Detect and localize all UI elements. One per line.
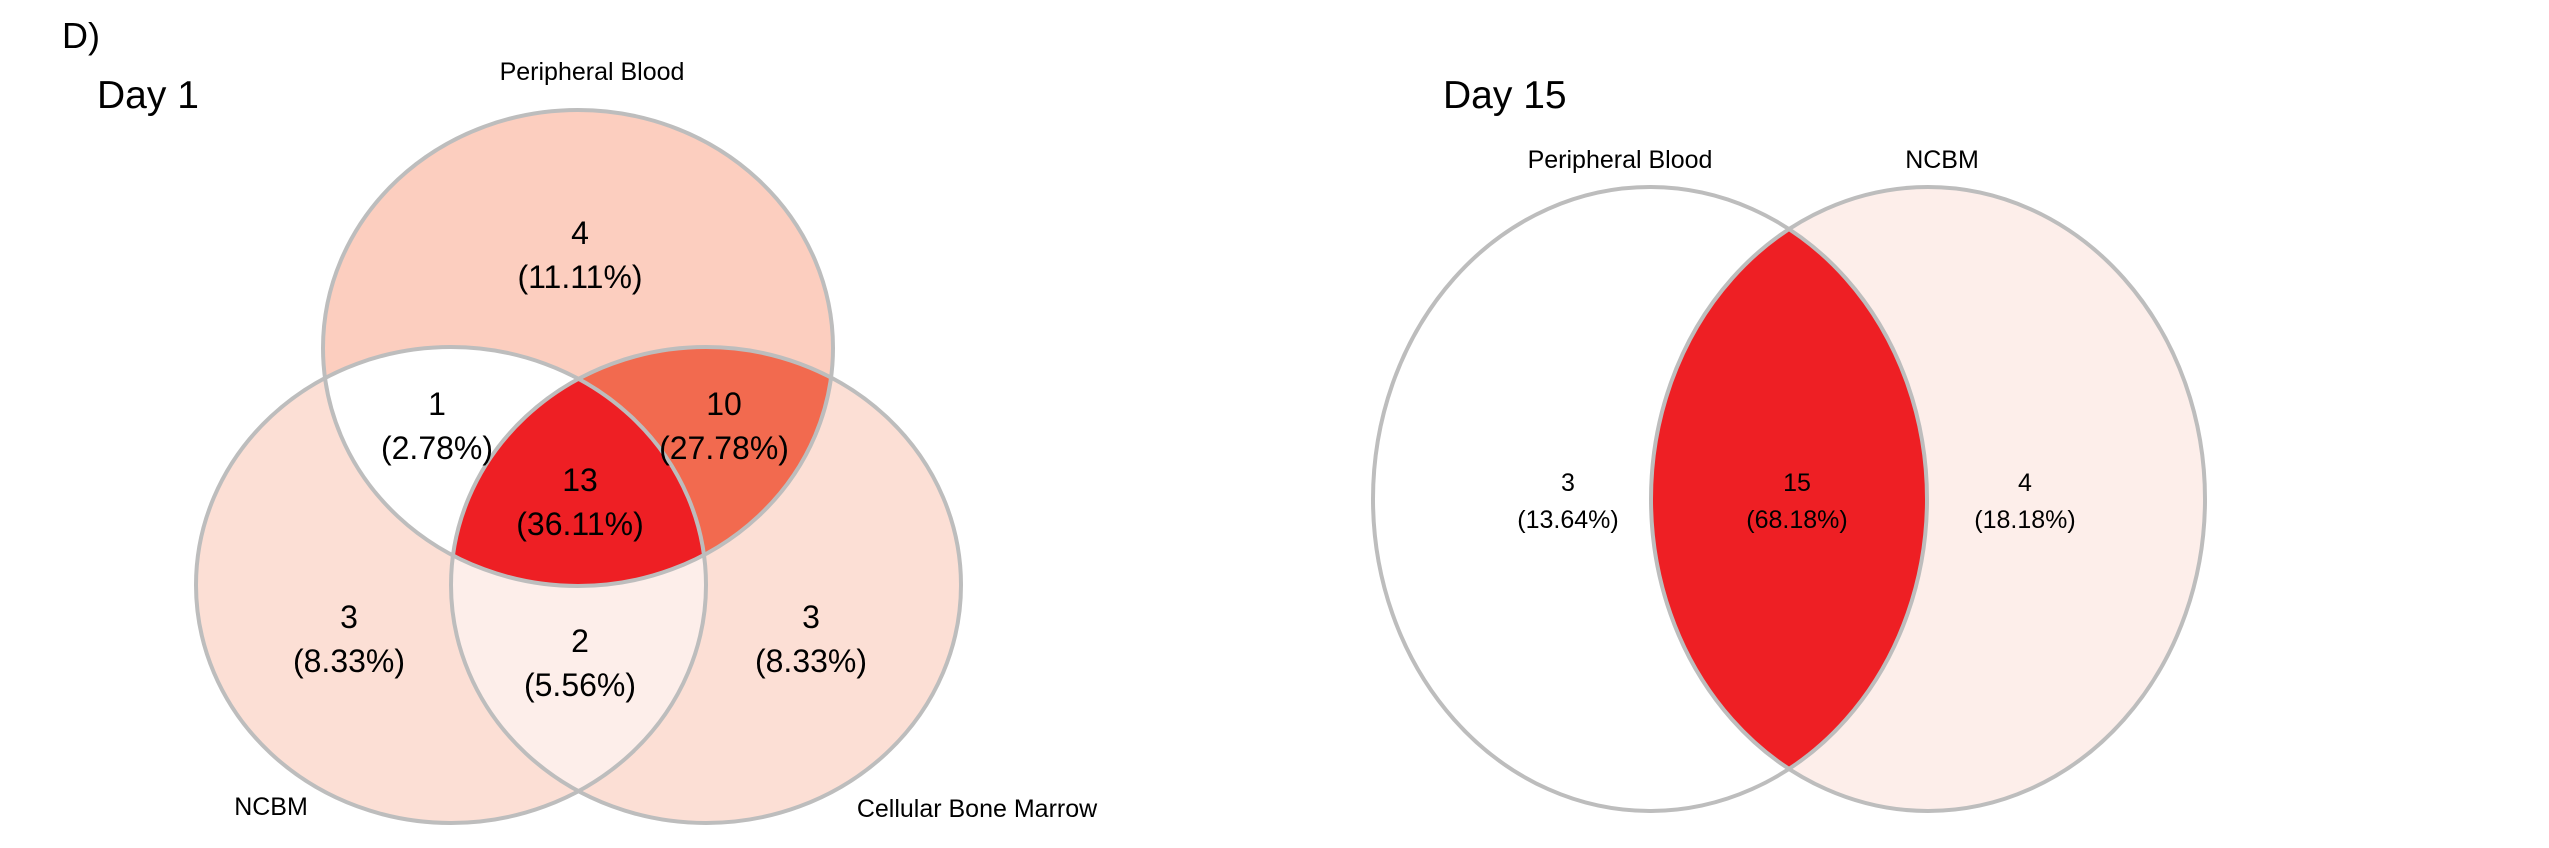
label-cbm-only-count: 3 (802, 599, 820, 635)
label-pb-ncbm-pct: (2.78%) (381, 430, 493, 466)
venn-day15: Day 15 Peripheral Blood NCBM 3 (13.64%) … (1371, 74, 2207, 813)
label2-ncbm-only-count: 4 (2018, 469, 2032, 497)
label2-pb-only-pct: (13.64%) (1517, 506, 1618, 534)
region2-both (1651, 187, 1927, 811)
label-ncbm-only-pct: (8.33%) (293, 643, 405, 679)
label2-ncbm-only-pct: (18.18%) (1974, 506, 2075, 534)
venn2-title: Day 15 (1443, 74, 1567, 117)
label2-both-pct: (68.18%) (1746, 506, 1847, 534)
set-label-cbm: Cellular Bone Marrow (857, 795, 1098, 823)
venn1-title: Day 1 (97, 74, 199, 117)
label-pb-cbm-count: 10 (706, 386, 742, 422)
set2-label-ncbm: NCBM (1905, 146, 1979, 174)
circle-cbm-outline (449, 345, 963, 825)
label-pb-only-count: 4 (571, 215, 589, 251)
label-ncbm-cbm-count: 2 (571, 623, 589, 659)
label-pb-cbm-pct: (27.78%) (659, 430, 789, 466)
label2-pb-only-count: 3 (1561, 469, 1575, 497)
set2-label-pb: Peripheral Blood (1528, 146, 1713, 174)
venn-day1: Day 1 Peripheral Blood NCBM Cellular Bon… (97, 58, 1098, 825)
label-cbm-only-pct: (8.33%) (755, 643, 867, 679)
circle-ncbm-outline (194, 345, 708, 825)
set-label-pb: Peripheral Blood (500, 58, 685, 86)
label-all-pct: (36.11%) (516, 506, 643, 542)
label2-both-count: 15 (1783, 469, 1811, 497)
label-pb-ncbm-count: 1 (428, 386, 446, 422)
set-label-ncbm: NCBM (234, 793, 308, 821)
circle-pb-outline (321, 108, 835, 588)
label-ncbm-only-count: 3 (340, 599, 358, 635)
circle2-ncbm-outline (1649, 185, 2207, 813)
region-all (451, 347, 706, 586)
label-ncbm-cbm-pct: (5.56%) (524, 667, 636, 703)
label-pb-only-pct: (11.11%) (517, 259, 642, 295)
circle2-pb-outline (1371, 185, 1929, 813)
label-all-count: 13 (562, 462, 598, 498)
panel-letter: D) (62, 15, 100, 56)
